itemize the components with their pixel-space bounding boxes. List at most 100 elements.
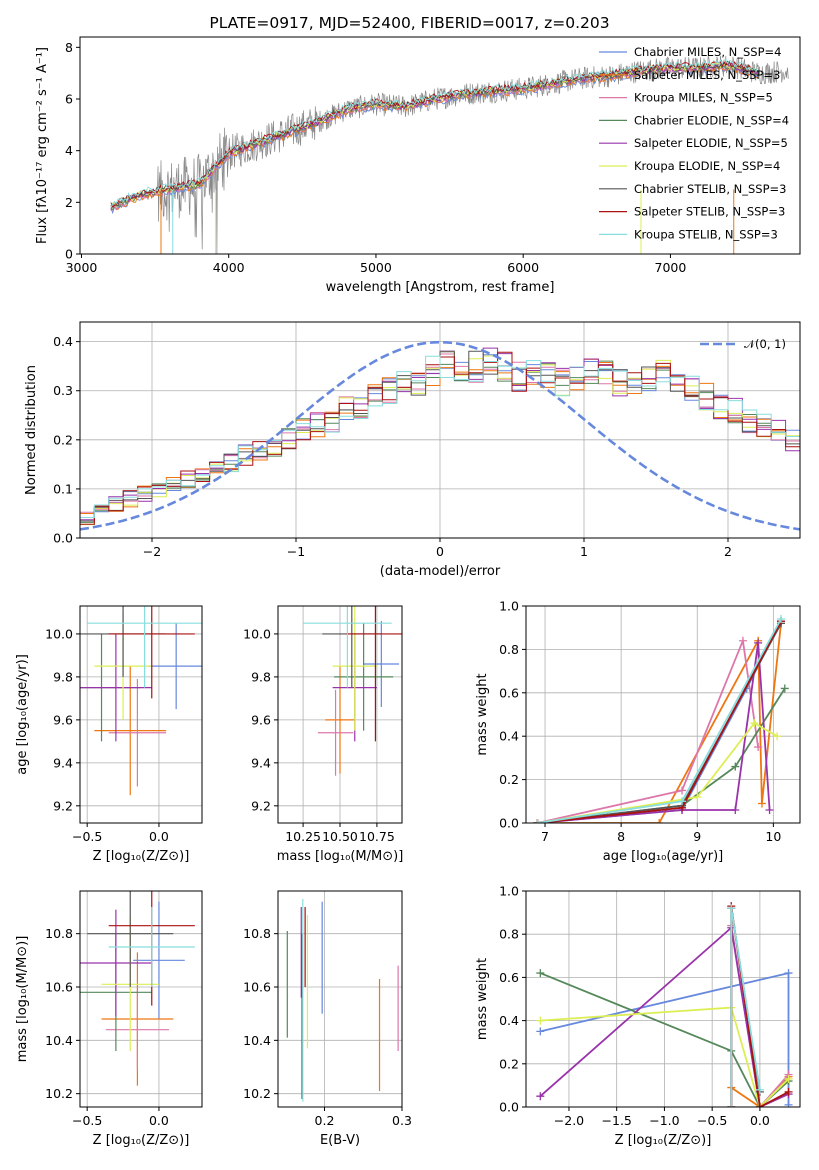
histogram-9 xyxy=(80,355,800,518)
x-tick-label: 0.0 xyxy=(149,1113,169,1128)
histogram-3 xyxy=(80,353,800,513)
y-tick-label: 9.6 xyxy=(53,712,73,727)
y-tick-label: 0.6 xyxy=(499,970,519,985)
weight-series-9 xyxy=(727,904,764,1107)
weight-line xyxy=(537,637,759,823)
histogram-5 xyxy=(80,347,800,521)
x-tick-label: 10.50 xyxy=(322,829,358,844)
errorbar-point-9 xyxy=(303,606,392,688)
y-axis-label: mass weight xyxy=(475,673,490,755)
y-tick-label: 10.6 xyxy=(243,980,271,995)
errorbar-point-1 xyxy=(363,621,400,707)
plot-area xyxy=(278,606,402,823)
plus-marker xyxy=(536,1027,545,1036)
plus-marker xyxy=(784,1087,793,1096)
plus-marker xyxy=(727,1103,736,1107)
y-tick-label: 9.8 xyxy=(251,669,271,684)
y-tick-label: 10.4 xyxy=(243,1033,271,1048)
x-axis-label: Z [log₁₀(Z/Z⊙)] xyxy=(615,1133,712,1148)
panel-mass-vs-EBV: 0.2 0.3 10.2 10.4 10.6 10.8 E(B-V) xyxy=(243,890,412,1148)
plus-marker xyxy=(776,615,785,624)
plus-marker xyxy=(655,819,664,823)
x-tick-label: 1 xyxy=(580,544,588,559)
plot-area xyxy=(80,322,800,538)
y-tick-label: 10.0 xyxy=(243,626,271,641)
x-tick-label: −1.0 xyxy=(649,1113,679,1128)
axes-frame xyxy=(277,890,403,1108)
plus-marker xyxy=(727,904,736,913)
y-tick-label: 0.8 xyxy=(499,927,519,942)
y-tick-label: 9.2 xyxy=(251,798,271,813)
legend-entry: Chabrier STELIB, N_SSP=3 xyxy=(634,182,786,196)
y-tick-label: 9.4 xyxy=(53,755,73,770)
errorbar-point-5 xyxy=(80,633,152,742)
plus-marker xyxy=(536,969,545,978)
errorbar-point-2 xyxy=(94,666,167,796)
histogram-4 xyxy=(80,360,800,523)
plus-marker xyxy=(773,732,782,741)
x-tick-label: 2 xyxy=(724,544,732,559)
x-tick-label: 0 xyxy=(436,544,444,559)
x-tick-label: −1 xyxy=(287,544,305,559)
y-tick-label: 0.2 xyxy=(53,432,73,447)
legend-entry: Salpeter ELODIE, N_SSP=5 xyxy=(634,136,788,150)
y-tick-label: 6 xyxy=(65,92,73,107)
panel-spectrum: 3000 4000 5000 6000 7000 0 2 4 6 8 wavelength [Ang… xyxy=(35,14,801,295)
errorbar-point-4 xyxy=(334,623,394,731)
legend-entry: Salpeter MILES, N_SSP=3 xyxy=(634,68,780,82)
x-tick-label: 7000 xyxy=(655,260,687,275)
panel-weight-vs-age: 7 8 9 10 0.0 0.2 0.4 0.6 0.8 1.0 age [log₁₀(age/yr… xyxy=(475,599,801,864)
plus-marker xyxy=(536,1092,545,1101)
y-tick-label: 0.0 xyxy=(53,531,73,546)
weight-line xyxy=(540,1006,790,1107)
model-fit-line-6 xyxy=(110,62,758,207)
errorbar-point-1 xyxy=(147,623,202,710)
plus-marker xyxy=(731,762,740,771)
y-tick-label: 0.6 xyxy=(499,685,519,700)
x-axis-label: mass [log₁₀(M/M⊙)] xyxy=(277,849,404,864)
errorbar-point-9 xyxy=(87,606,202,688)
plus-marker xyxy=(536,1016,545,1025)
errorbar-point-8 xyxy=(345,606,402,742)
x-tick-label: 0.2 xyxy=(315,1113,335,1128)
weight-series-4 xyxy=(533,684,789,823)
panel-weight-vs-Z: −2.0 −1.5 −1.0 −0.5 0.0 0.0 0.2 0.4 0.6 0.8 1.0 Z [… xyxy=(475,884,801,1148)
legend-entry: Kroupa MILES, N_SSP=5 xyxy=(634,91,773,105)
plus-marker xyxy=(678,797,687,806)
x-tick-label: 10.75 xyxy=(359,829,395,844)
y-tick-label: 0.4 xyxy=(53,334,73,349)
weight-series-9 xyxy=(533,615,785,823)
model-fit-line-9 xyxy=(110,59,759,208)
errorbar-point-9 xyxy=(108,907,195,987)
legend-entry: Chabrier ELODIE, N_SSP=4 xyxy=(634,113,789,127)
plot-area xyxy=(80,606,202,823)
legend: Chabrier MILES, N_SSP=4 Salpeter MILES, N… xyxy=(599,45,789,241)
x-tick-label: 4000 xyxy=(213,260,245,275)
y-tick-label: 10.8 xyxy=(45,926,73,941)
errorbar-point-7 xyxy=(87,891,174,987)
x-tick-label: 6000 xyxy=(507,260,539,275)
x-tick-label: 3000 xyxy=(66,260,98,275)
y-tick-label: 10.0 xyxy=(45,626,73,641)
axes-frame xyxy=(525,605,801,824)
y-tick-label: 2 xyxy=(65,195,73,210)
x-axis-label: Z [log₁₀(Z/Z⊙)] xyxy=(93,1133,190,1148)
panel-residuals: −2 −1 0 1 2 0.0 0.1 0.2 0.3 0.4 (data-model)/error… xyxy=(24,321,801,579)
legend-entry: Salpeter STELIB, N_SSP=3 xyxy=(634,205,785,219)
histogram-7 xyxy=(80,350,800,522)
plot-area xyxy=(278,891,402,1107)
x-tick-label: 9 xyxy=(693,829,701,844)
plus-marker xyxy=(784,1074,793,1083)
plot-area xyxy=(526,606,800,823)
legend-entry: Kroupa ELODIE, N_SSP=4 xyxy=(634,159,780,173)
x-tick-label: 10 xyxy=(765,829,781,844)
x-axis-label: wavelength [Angstrom, rest frame] xyxy=(326,280,555,295)
y-tick-label: 0.3 xyxy=(53,383,73,398)
plus-marker xyxy=(780,684,789,693)
plus-marker xyxy=(757,799,766,808)
weight-line xyxy=(539,925,789,1107)
x-axis-label: age [log₁₀(age/yr)] xyxy=(603,849,724,864)
x-axis-label: (data-model)/error xyxy=(380,564,501,579)
y-axis-label: mass [log₁₀(M/M⊙)] xyxy=(15,936,30,1063)
plus-marker xyxy=(750,719,759,728)
